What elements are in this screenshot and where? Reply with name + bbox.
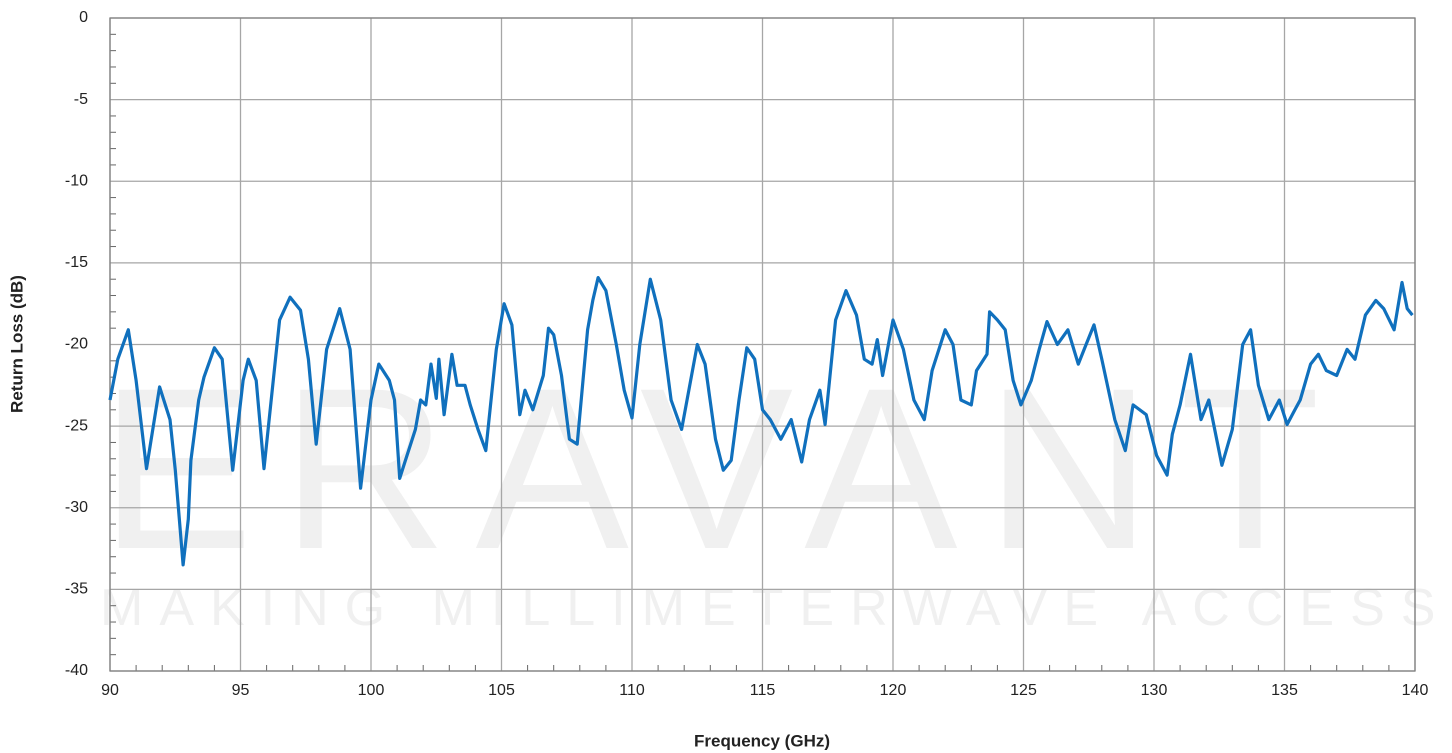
data-line [108,276,1414,567]
watermark-tagline: MAKING MILLIMETERWAVE ACCESSIBLE [100,579,1452,637]
x-tick-label: 125 [1010,682,1037,699]
x-tick-label: 135 [1271,682,1298,699]
watermark: ERAVANT [100,340,1348,597]
y-tick-label: -10 [65,172,88,189]
x-tick-label: 115 [750,682,776,699]
x-tick-label: 100 [358,682,385,699]
y-tick-label: -40 [65,662,88,679]
x-tick-label: 110 [619,682,645,699]
y-tick-label: -20 [65,336,88,353]
plot-border [109,17,1416,672]
x-tick-label: 120 [880,682,907,699]
y-tick-label: -25 [65,417,88,434]
x-tick-label: 130 [1141,682,1168,699]
y-axis-title: Return Loss (dB) [7,275,26,413]
y-tick-label: -15 [65,254,88,271]
x-axis-title: Frequency (GHz) [694,731,830,750]
y-tick-label: -5 [74,91,88,108]
y-tick-label: 0 [79,9,88,26]
x-tick-label: 95 [232,682,250,699]
y-tick-label: -35 [65,581,88,598]
x-tick-label: 105 [488,682,515,699]
y-tick-label: -30 [65,499,88,516]
x-tick-label: 90 [101,682,119,699]
x-tick-label: 140 [1402,682,1429,699]
